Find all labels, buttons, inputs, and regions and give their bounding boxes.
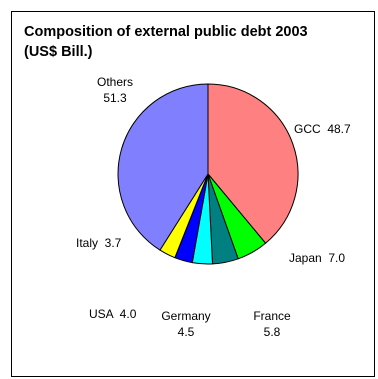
slice-label-italy: Italy 3.7 — [76, 236, 122, 250]
chart-title: Composition of external public debt 2003… — [24, 24, 308, 60]
slice-label-germany: Germany 4.5 — [161, 309, 210, 339]
slice-label-gcc: GCC 48.7 — [294, 122, 351, 136]
pie-slice-others — [117, 83, 209, 251]
slice-label-others: Others 51.3 — [97, 75, 133, 105]
slice-label-japan: Japan 7.0 — [289, 251, 345, 265]
pie-slice-gcc — [207, 83, 299, 244]
slice-label-usa: USA 4.0 — [89, 307, 137, 321]
slice-label-france: France 5.8 — [253, 309, 291, 339]
